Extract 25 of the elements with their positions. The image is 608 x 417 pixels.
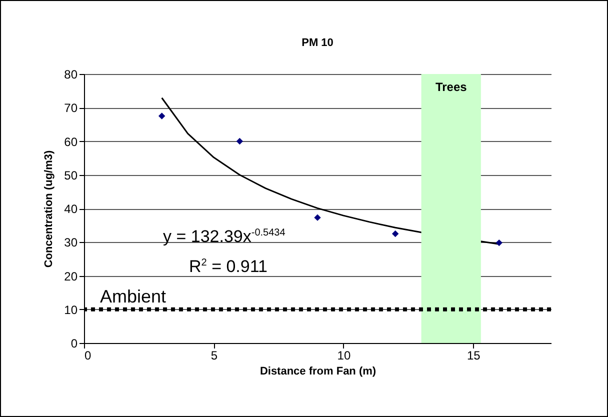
y-tick-label: 80 bbox=[64, 68, 78, 82]
x-axis-title: Distance from Fan (m) bbox=[260, 366, 376, 378]
annotation: R$^{2}$ = 0.911 bbox=[189, 257, 268, 277]
y-tick-label: 0 bbox=[70, 336, 78, 350]
y-tick-label: 10 bbox=[64, 302, 78, 317]
x-tick-label: 15 bbox=[466, 348, 481, 362]
y-tick-label: 50 bbox=[64, 168, 78, 182]
point bbox=[496, 239, 502, 246]
x-tick-label: 10 bbox=[337, 348, 351, 362]
y-tick-label: 40 bbox=[64, 202, 78, 216]
point bbox=[392, 230, 399, 238]
y-axis-title: Concentration (ug/m3) bbox=[43, 150, 56, 268]
band-label: Trees bbox=[435, 80, 468, 94]
y-tick-label: 30 bbox=[64, 236, 78, 250]
x-tick-label: 0 bbox=[84, 348, 92, 362]
point bbox=[314, 214, 321, 221]
chart-title: PM 10 bbox=[302, 37, 334, 49]
y-tick-label: 70 bbox=[64, 101, 78, 116]
point bbox=[236, 138, 244, 145]
y-tick-label: 20 bbox=[64, 269, 78, 284]
annotation: y = 132.39x$^{-0.5434}$ bbox=[163, 227, 286, 247]
point bbox=[158, 112, 166, 120]
ref-line-label: Ambient bbox=[100, 286, 166, 306]
x-tick-label: 5 bbox=[210, 348, 218, 362]
y-tick-label: 60 bbox=[64, 134, 78, 149]
